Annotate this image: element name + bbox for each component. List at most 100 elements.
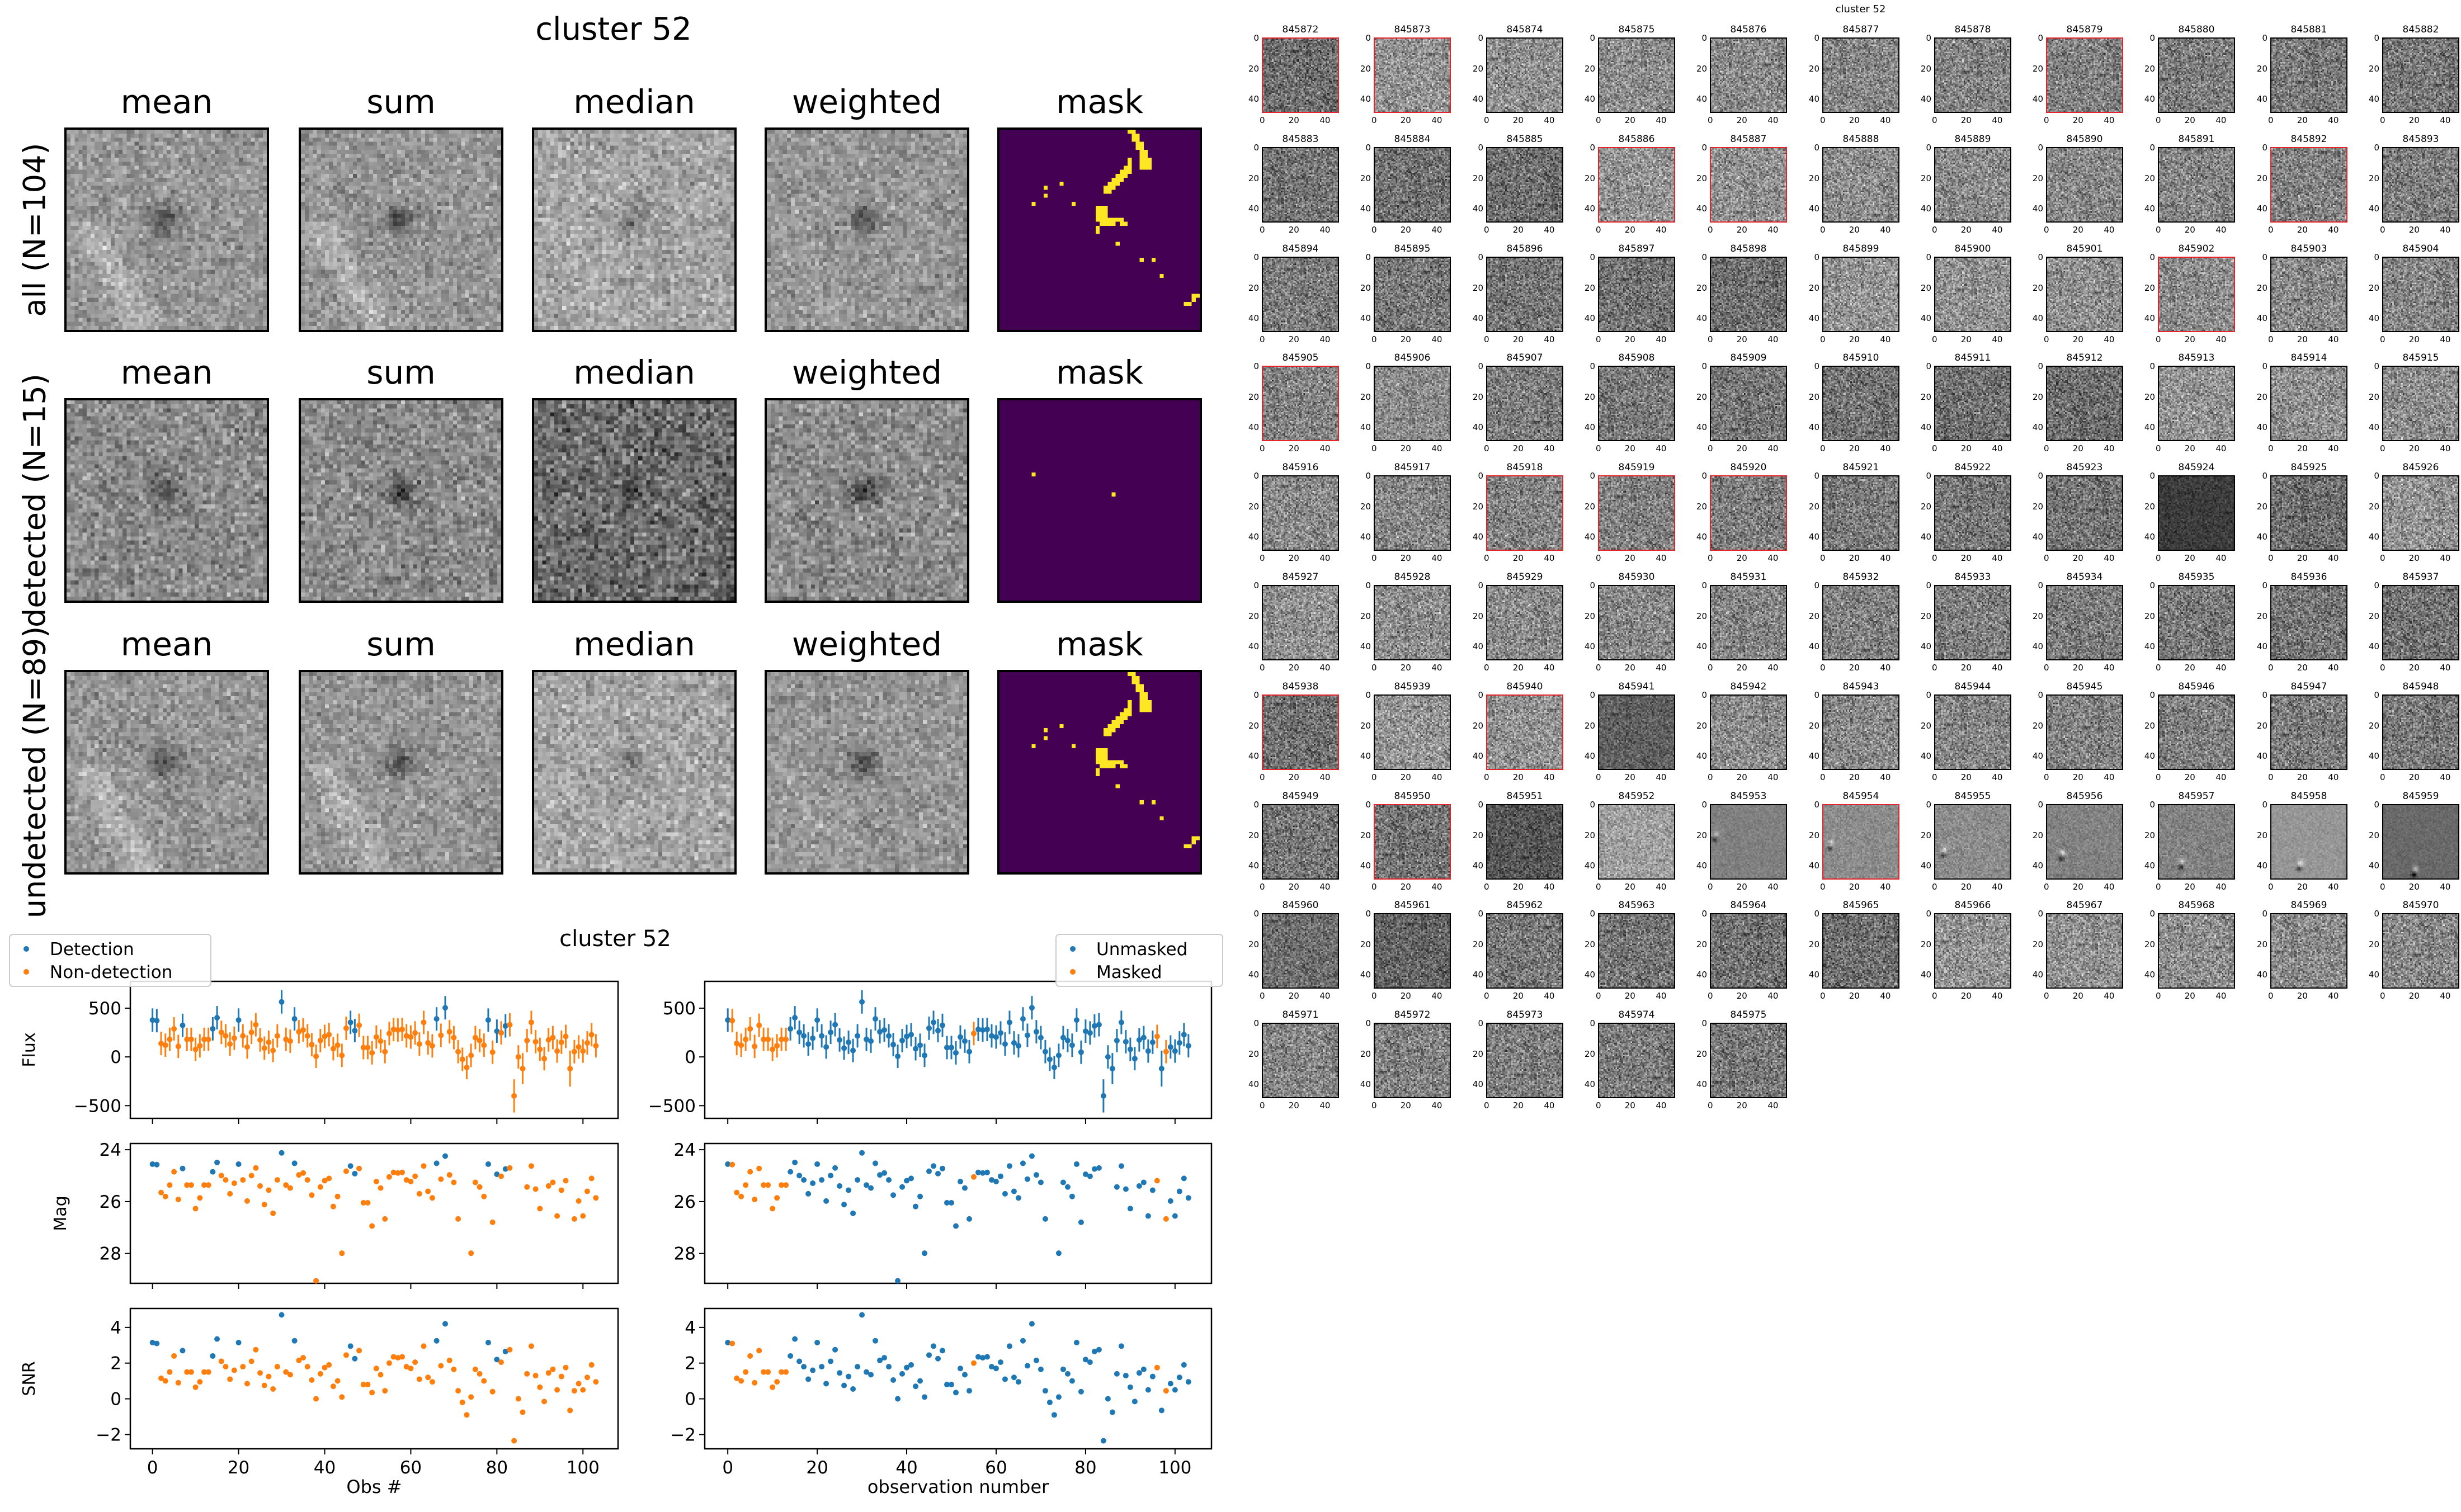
data-point [1154, 1364, 1160, 1371]
cutout-title: 845875 [1618, 24, 1655, 35]
cutout-y-tick: 20 [1696, 501, 1707, 512]
cutout-x-tick: 20 [1960, 882, 1972, 892]
data-point [227, 1041, 233, 1047]
cutout-image [2382, 694, 2459, 770]
cutout-x-tick: 0 [1260, 882, 1265, 892]
cutout-y-tick: 20 [1360, 720, 1371, 731]
cutout-y-tick: 20 [1248, 173, 1259, 183]
cutout-y-tick: 20 [1808, 63, 1819, 74]
cutout-x-tick: 20 [1849, 553, 1860, 563]
cutout-y-tick: 40 [2032, 204, 2043, 214]
cutout-image [1934, 366, 2011, 441]
column-title-median: median [573, 625, 695, 663]
data-point [1087, 1359, 1093, 1365]
all-weighted-image [765, 127, 969, 332]
data-point [205, 1369, 211, 1375]
data-point [304, 1177, 310, 1183]
cutout-x-tick: 20 [2072, 553, 2083, 563]
cutout-x-tick: 40 [1544, 115, 1555, 125]
data-point [1055, 1052, 1062, 1059]
cutout-title: 845937 [2402, 571, 2439, 583]
data-point [805, 1376, 812, 1382]
cutout-title: 845896 [1506, 243, 1543, 254]
data-point [953, 1050, 959, 1056]
cutout-x-tick: 40 [1319, 882, 1331, 892]
data-point [846, 1187, 852, 1193]
cutout-y-tick: 20 [2032, 63, 2043, 74]
cutout-title: 845923 [2066, 462, 2103, 473]
x-tick-label: 0 [147, 1458, 158, 1478]
cutout-y-tick: 0 [2262, 909, 2267, 919]
cutout-y-tick: 0 [2149, 143, 2155, 153]
cutout-title: 845889 [1954, 134, 1991, 145]
cutout-title: 845967 [2066, 900, 2103, 911]
data-point [412, 1173, 418, 1179]
cutout-title: 845914 [2290, 352, 2327, 363]
data-point [922, 1250, 928, 1256]
cutout-y-tick: 40 [1920, 313, 1931, 324]
y-tick-label: 28 [100, 1244, 121, 1264]
y-tick-label: 2 [110, 1354, 121, 1374]
cutout-image [2046, 585, 2123, 660]
data-point [580, 1387, 586, 1393]
data-point [399, 1354, 406, 1360]
cutout-x-tick: 0 [2156, 553, 2161, 563]
data-point [957, 1365, 963, 1372]
data-point [765, 1036, 771, 1042]
cutout-y-tick: 40 [1920, 532, 1931, 542]
data-point [1042, 1388, 1048, 1394]
data-point [1078, 1219, 1084, 1225]
data-point [580, 1048, 586, 1054]
data-point [770, 1206, 776, 1212]
cutout-x-tick: 20 [1849, 115, 1860, 125]
data-point [1105, 1396, 1111, 1402]
cutout-image [1934, 475, 2011, 551]
cutout-image [2270, 147, 2347, 223]
cutout-x-tick: 0 [1596, 991, 1601, 1001]
data-point [296, 1357, 302, 1363]
cutout-x-tick: 0 [2268, 115, 2274, 125]
cutout-x-tick: 20 [2072, 334, 2083, 344]
data-point [931, 1163, 937, 1169]
cutout-y-tick: 20 [1248, 611, 1259, 621]
data-point [390, 1169, 397, 1175]
cutout-title: 845913 [2178, 352, 2215, 363]
cutout-title: 845974 [1618, 1009, 1655, 1020]
cutout-x-tick: 40 [1767, 553, 1779, 563]
cutout-x-tick: 0 [2268, 443, 2274, 453]
cutout-y-tick: 0 [2038, 909, 2043, 919]
data-point [356, 1165, 362, 1171]
cutout-x-tick: 40 [1319, 1100, 1331, 1111]
data-point [520, 1409, 526, 1415]
cutout-y-tick: 40 [1584, 970, 1595, 980]
cutout-y-tick: 0 [1701, 800, 1707, 810]
data-point [584, 1374, 590, 1381]
cutout-x-tick: 0 [1708, 443, 1713, 453]
cutout-image [2158, 366, 2235, 441]
cutout-title: 845907 [1506, 352, 1543, 363]
cutout-title: 845971 [1282, 1009, 1319, 1020]
cutout-x-tick: 20 [1736, 553, 1747, 563]
axes-frame-flux [129, 980, 619, 1119]
cutout-image [2382, 37, 2459, 113]
data-point [729, 1018, 736, 1024]
cutout-y-tick: 0 [2262, 361, 2267, 371]
cutout-y-tick: 20 [1472, 63, 1483, 74]
data-point [334, 1378, 341, 1384]
cutout-y-tick: 40 [2368, 532, 2379, 542]
cutout-title: 845962 [1506, 900, 1543, 911]
data-point [774, 1379, 780, 1385]
data-point [309, 1192, 315, 1198]
cutout-x-tick: 20 [1288, 225, 1299, 235]
cutout-image [2270, 804, 2347, 880]
cutout-x-tick: 0 [1484, 882, 1489, 892]
cutout-x-tick: 0 [1820, 115, 1826, 125]
cutout-x-tick: 20 [1624, 772, 1635, 782]
data-point [814, 1339, 821, 1345]
data-point [296, 1172, 302, 1178]
data-point [330, 1383, 336, 1390]
data-point [993, 1178, 999, 1184]
data-point [823, 1381, 829, 1387]
cutout-y-tick: 0 [1590, 800, 1595, 810]
x-tick-label: 20 [228, 1458, 249, 1478]
